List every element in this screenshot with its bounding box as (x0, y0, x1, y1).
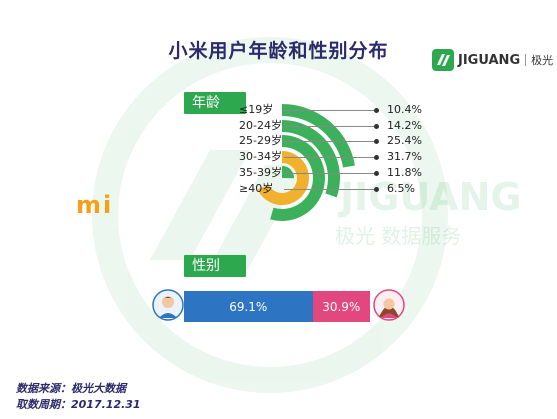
leader-line (284, 110, 374, 111)
age-value-label: 10.4% (387, 103, 422, 116)
age-arc-2 (270, 135, 325, 221)
female-value-label: 30.9% (322, 299, 361, 314)
age-value-label: 31.7% (387, 150, 422, 163)
brand-name: JIGUANG (458, 52, 521, 68)
value-dot (374, 171, 379, 176)
jiguang-logo-icon (432, 49, 454, 71)
value-dot (374, 139, 379, 144)
age-value-label: 11.8% (387, 166, 422, 179)
value-dot (374, 155, 379, 160)
age-value-label: 6.5% (387, 182, 415, 195)
brand-logo: JIGUANG 极光 (432, 46, 553, 74)
female-bar-segment: 30.9% (312, 291, 370, 322)
data-source: 数据来源：极光大数据 (16, 382, 126, 395)
age-category-label: 30-34岁 (239, 150, 282, 163)
gender-bar: 69.1% 30.9% (184, 291, 370, 322)
brand-separator (525, 54, 527, 66)
leader-line (284, 189, 374, 190)
age-category-label: 25-29岁 (239, 134, 282, 147)
male-value-label: 69.1% (229, 299, 268, 314)
age-arc-0 (281, 104, 355, 168)
value-dot (374, 124, 379, 129)
age-arc-1 (281, 120, 340, 198)
brand-subtitle: 极光 (531, 54, 554, 67)
data-period: 取数周期：2017.12.31 (16, 398, 141, 411)
leader-line (284, 141, 374, 142)
age-arc-5 (281, 165, 292, 179)
xiaomi-logo: mi (76, 191, 114, 219)
value-dot (374, 108, 379, 113)
age-category-label: ≤19岁 (239, 103, 274, 116)
leader-line (284, 157, 374, 158)
male-avatar-icon (152, 289, 184, 321)
gender-section-tag: 性别 (184, 255, 246, 277)
age-category-label: 20-24岁 (239, 119, 282, 132)
leader-line (284, 126, 374, 127)
value-dot (374, 187, 379, 192)
chart-title: 小米用户年龄和性别分布 (168, 40, 389, 62)
age-value-label: 14.2% (387, 119, 422, 132)
age-category-label: 35-39岁 (239, 166, 282, 179)
male-bar-segment: 69.1% (184, 291, 313, 322)
age-section-tag: 年龄 (184, 92, 246, 114)
age-value-label: 25.4% (387, 134, 422, 147)
leader-line (284, 173, 374, 174)
age-category-label: ≥40岁 (239, 182, 274, 195)
female-avatar-icon (373, 289, 405, 321)
